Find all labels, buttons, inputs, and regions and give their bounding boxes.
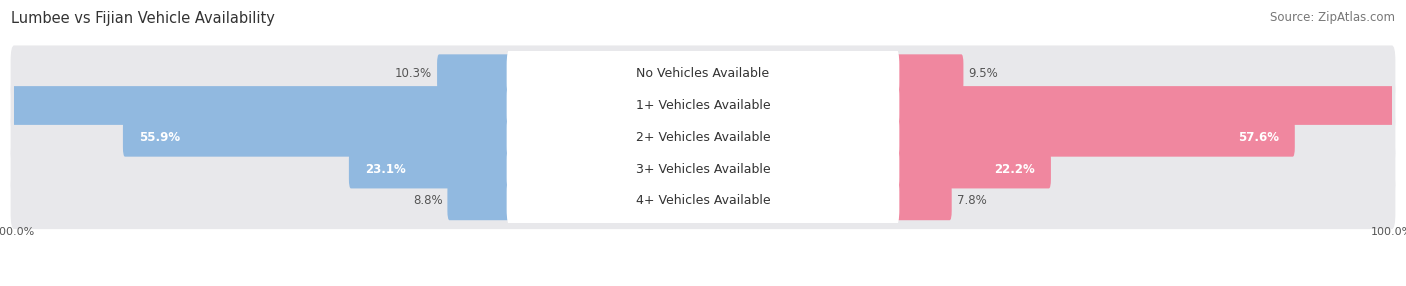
FancyBboxPatch shape: [11, 172, 1395, 229]
Text: No Vehicles Available: No Vehicles Available: [637, 67, 769, 80]
Text: Source: ZipAtlas.com: Source: ZipAtlas.com: [1270, 11, 1395, 24]
Text: 9.5%: 9.5%: [969, 67, 998, 80]
Text: 55.9%: 55.9%: [139, 131, 180, 144]
FancyBboxPatch shape: [894, 86, 1406, 125]
FancyBboxPatch shape: [0, 86, 512, 125]
FancyBboxPatch shape: [894, 118, 1295, 157]
FancyBboxPatch shape: [506, 49, 900, 98]
Text: 4+ Vehicles Available: 4+ Vehicles Available: [636, 194, 770, 207]
Text: 22.2%: 22.2%: [994, 162, 1035, 176]
FancyBboxPatch shape: [11, 109, 1395, 166]
Text: 3+ Vehicles Available: 3+ Vehicles Available: [636, 162, 770, 176]
FancyBboxPatch shape: [894, 150, 1050, 188]
FancyBboxPatch shape: [447, 181, 512, 220]
FancyBboxPatch shape: [11, 45, 1395, 102]
FancyBboxPatch shape: [437, 54, 512, 93]
FancyBboxPatch shape: [506, 113, 900, 162]
FancyBboxPatch shape: [11, 77, 1395, 134]
FancyBboxPatch shape: [506, 176, 900, 225]
FancyBboxPatch shape: [122, 118, 512, 157]
Text: 57.6%: 57.6%: [1237, 131, 1279, 144]
FancyBboxPatch shape: [894, 54, 963, 93]
FancyBboxPatch shape: [506, 145, 900, 194]
FancyBboxPatch shape: [894, 181, 952, 220]
Text: Lumbee vs Fijian Vehicle Availability: Lumbee vs Fijian Vehicle Availability: [11, 11, 276, 26]
FancyBboxPatch shape: [349, 150, 512, 188]
Text: 23.1%: 23.1%: [364, 162, 405, 176]
FancyBboxPatch shape: [11, 141, 1395, 197]
Text: 7.8%: 7.8%: [956, 194, 986, 207]
Text: 10.3%: 10.3%: [395, 67, 432, 80]
Text: 1+ Vehicles Available: 1+ Vehicles Available: [636, 99, 770, 112]
Text: 2+ Vehicles Available: 2+ Vehicles Available: [636, 131, 770, 144]
Text: 8.8%: 8.8%: [413, 194, 443, 207]
FancyBboxPatch shape: [506, 81, 900, 130]
